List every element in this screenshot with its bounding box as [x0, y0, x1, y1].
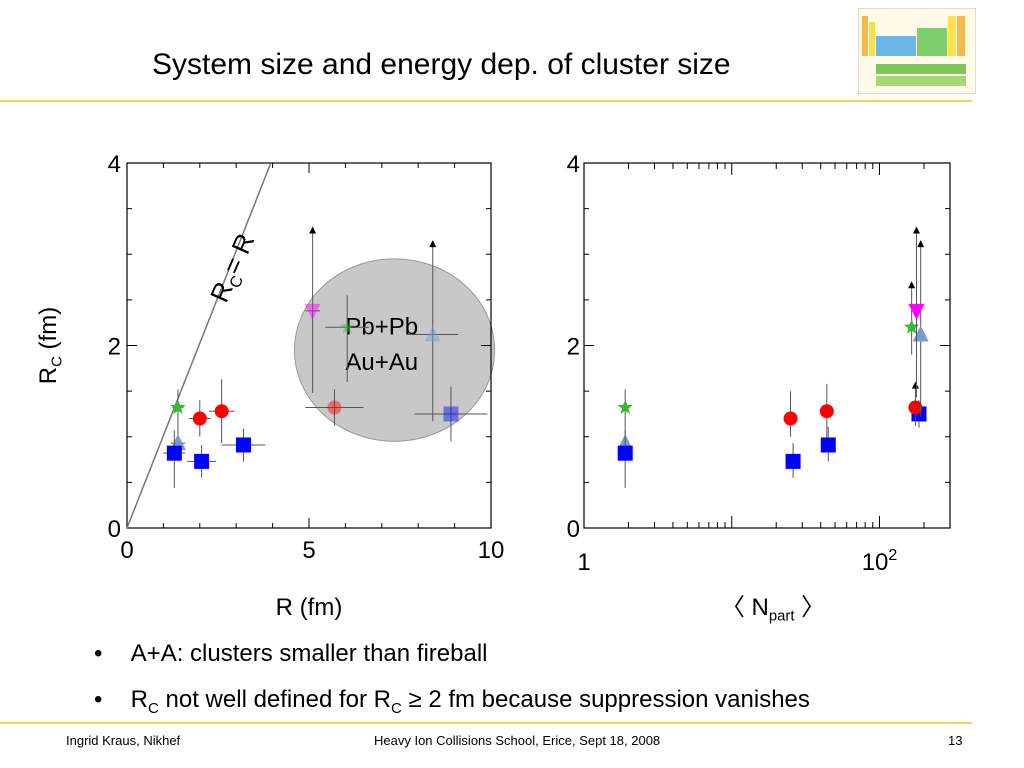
right-y-tick-label: 4 — [567, 151, 580, 178]
right-data-point — [904, 319, 920, 334]
right-data-point — [617, 445, 633, 461]
left-data-point — [424, 325, 441, 342]
header-rule — [0, 100, 972, 102]
right-limit-arrow — [917, 240, 925, 248]
left-data-point — [304, 303, 321, 320]
right-data-point — [785, 453, 801, 469]
left-x-tick-label: 5 — [302, 537, 315, 564]
left-data-point — [327, 400, 342, 415]
left-y-axis-label: RC (fm) — [35, 307, 65, 384]
right-x-axis-label: 〈 Npart 〉 — [721, 594, 825, 624]
left-y-tick-label: 0 — [108, 516, 121, 543]
rc-equals-r-line — [126, 162, 272, 529]
right-data-point — [819, 404, 834, 419]
footer-event: Heavy Ion Collisions School, Erice, Sept… — [374, 733, 661, 748]
left-data-point — [443, 406, 459, 422]
left-data-point — [166, 445, 182, 461]
left-y-tick-label: 2 — [108, 334, 121, 361]
left-limit-arrow — [429, 240, 437, 248]
right-x-tick-label: 102 — [862, 547, 898, 576]
right-data-point — [908, 303, 925, 320]
footer-rule — [0, 722, 972, 724]
periodic-table-logo — [858, 8, 976, 94]
left-data-point — [194, 453, 210, 469]
left-data-point — [170, 399, 186, 414]
right-x-tick-label: 1 — [577, 549, 590, 576]
right-data-point — [820, 437, 836, 453]
footer-author: Ingrid Kraus, Nikhef — [66, 733, 181, 748]
blob-label-auau: Au+Au — [345, 349, 418, 376]
left-data-point — [214, 404, 229, 419]
left-x-tick-label: 10 — [478, 537, 505, 564]
right-y-tick-label: 2 — [567, 334, 580, 361]
right-limit-arrow — [913, 226, 921, 234]
left-x-tick-label: 0 — [120, 537, 133, 564]
left-y-tick-label: 4 — [108, 151, 121, 178]
right-y-tick-label: 0 — [567, 516, 580, 543]
left-data-point — [235, 437, 251, 453]
right-data-point — [908, 400, 923, 415]
right-data-point — [783, 411, 798, 426]
bullet-1: • A+A: clusters smaller than fireball — [94, 640, 488, 667]
left-data-point — [339, 319, 355, 334]
left-data-point — [192, 411, 207, 426]
footer-page-number: 13 — [948, 733, 963, 748]
slide-title: System size and energy dep. of cluster s… — [152, 48, 731, 81]
rc-equals-r-label: RC= R — [204, 229, 264, 308]
right-plot-frame — [583, 162, 951, 529]
fireball-blob — [293, 258, 496, 442]
bullet-2: • RC not well defined for RC ≥ 2 fm beca… — [94, 686, 810, 717]
left-x-axis-label: R (fm) — [276, 594, 343, 621]
left-limit-arrow — [309, 226, 317, 234]
right-limit-arrow — [908, 281, 916, 289]
right-data-point — [617, 399, 633, 414]
right-limit-arrow — [911, 381, 919, 389]
